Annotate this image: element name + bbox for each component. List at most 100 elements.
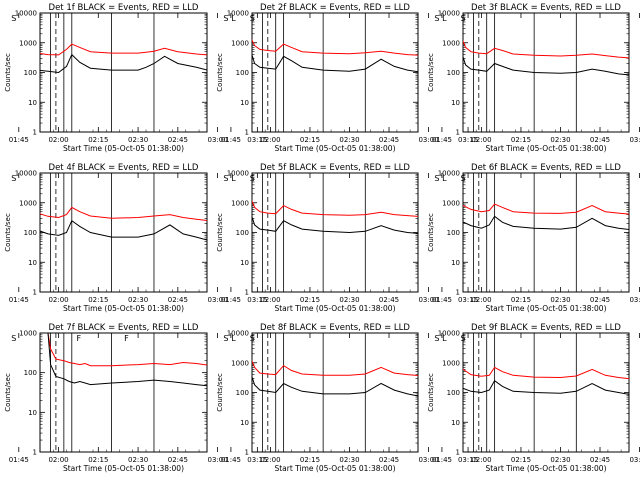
- chart-panel-3: Det 3f BLACK = Events, RED = LLD Counts/s…: [427, 3, 640, 153]
- x-axis-label: Start Time (05-Oct-05 01:38:00): [485, 464, 606, 473]
- x-axis-label: Start Time (05-Oct-05 01:38:00): [485, 144, 606, 153]
- y-tick-label: 10: [240, 259, 249, 267]
- y-tick-label: 10000: [227, 170, 249, 178]
- y-tick-label: 10: [451, 259, 460, 267]
- y-tick-label: 10: [28, 259, 37, 267]
- y-tick-label: 1000: [442, 39, 460, 47]
- plot-frame: [251, 12, 419, 133]
- y-tick-label: 100: [447, 69, 460, 77]
- chart-title: Det 5f BLACK = Events, RED = LLD: [260, 163, 410, 173]
- y-tick-label: 1: [456, 129, 460, 137]
- series-line-events: [40, 219, 207, 241]
- y-tick-label: 1: [33, 289, 37, 297]
- corner-marker-label: S: [434, 14, 439, 23]
- y-axis-label: Counts/sec: [427, 213, 435, 252]
- x-tick-label: 03:15: [458, 296, 478, 304]
- corner-marker-label: S: [223, 14, 228, 23]
- x-tick-label: 02:30: [339, 296, 359, 304]
- series-line-lld: [40, 206, 207, 222]
- x-tick-label: 02:30: [550, 456, 570, 464]
- plot-frame: [251, 332, 419, 453]
- x-tick-label: 02:15: [88, 456, 108, 464]
- chart-title: Det 2f BLACK = Events, RED = LLD: [260, 3, 410, 13]
- corner-marker-label: S: [11, 14, 16, 23]
- chart-panel-4: Det 4f BLACK = Events, RED = LLD Counts/s…: [4, 163, 267, 313]
- chart-panel-8: Det 8f BLACK = Events, RED = LLD Counts/s…: [216, 323, 478, 473]
- x-axis-label: Start Time (05-Oct-05 01:38:00): [274, 304, 395, 313]
- plot-frame: [251, 172, 419, 293]
- x-tick-label: 02:15: [511, 136, 531, 144]
- x-tick-label: 02:45: [168, 296, 188, 304]
- y-axis-label: Counts/sec: [4, 213, 12, 252]
- series-line-lld: [40, 43, 207, 56]
- y-tick-label: 10: [240, 99, 249, 107]
- series-line-events: [463, 55, 629, 76]
- x-tick-label: 02:15: [511, 296, 531, 304]
- corner-marker-label: L: [231, 174, 236, 183]
- y-tick-label: 1000: [442, 359, 460, 367]
- x-tick-label: 02:45: [379, 136, 399, 144]
- x-tick-label: 02:30: [128, 296, 148, 304]
- y-tick-label: 1: [33, 129, 37, 137]
- y-tick-label: 100: [24, 229, 37, 237]
- plot-frame: [39, 12, 208, 133]
- corner-marker-label: F: [124, 334, 129, 343]
- chart-title: Det 8f BLACK = Events, RED = LLD: [260, 323, 410, 333]
- x-tick-label: 03:00: [629, 296, 640, 304]
- x-tick-label: 02:00: [48, 296, 68, 304]
- x-axis-label: Start Time (05-Oct-05 01:38:00): [63, 464, 184, 473]
- y-tick-label: 100: [236, 229, 249, 237]
- x-axis-label: Start Time (05-Oct-05 01:38:00): [63, 304, 184, 313]
- x-tick-label: 02:15: [300, 296, 320, 304]
- x-tick-label: 03:00: [629, 456, 640, 464]
- y-tick-label: 1: [456, 289, 460, 297]
- x-tick-label: 01:45: [9, 296, 29, 304]
- x-tick-label: 01:45: [221, 136, 241, 144]
- series-line-events: [252, 215, 418, 234]
- x-axis-label: Start Time (05-Oct-05 01:38:00): [274, 144, 395, 153]
- y-tick-label: 100: [24, 69, 37, 77]
- x-tick-label: 01:45: [432, 296, 452, 304]
- chart-panel-9: Det 9f BLACK = Events, RED = LLD Counts/s…: [427, 323, 640, 473]
- x-tick-label: 02:30: [550, 296, 570, 304]
- x-tick-label: 01:45: [432, 456, 452, 464]
- y-tick-label: 10000: [15, 10, 37, 18]
- x-tick-label: 02:00: [471, 136, 491, 144]
- y-axis-label: Counts/sec: [4, 373, 12, 412]
- x-tick-label: 03:15: [458, 136, 478, 144]
- chart-title: Det 4f BLACK = Events, RED = LLD: [49, 163, 199, 173]
- x-tick-label: 01:45: [9, 456, 29, 464]
- series-line-lld: [463, 39, 629, 59]
- corner-marker-label: L: [442, 174, 447, 183]
- corner-marker-label: S: [434, 174, 439, 183]
- x-tick-label: 02:00: [260, 296, 280, 304]
- plot-frame: [462, 172, 630, 293]
- y-tick-label: 10000: [227, 330, 249, 338]
- y-tick-label: 10000: [438, 10, 460, 18]
- x-tick-label: 01:45: [432, 136, 452, 144]
- y-tick-label: 1000: [231, 199, 249, 207]
- corner-marker-label: S: [434, 334, 439, 343]
- x-tick-label: 02:45: [379, 296, 399, 304]
- series-line-events: [463, 379, 629, 395]
- x-tick-label: 03:00: [208, 296, 228, 304]
- x-tick-label: 03:15: [458, 456, 478, 464]
- y-tick-label: 1: [456, 449, 460, 457]
- y-tick-label: 100: [447, 389, 460, 397]
- x-tick-label: 02:15: [300, 136, 320, 144]
- y-axis-label: Counts/sec: [216, 213, 224, 252]
- x-tick-label: 01:45: [221, 296, 241, 304]
- corner-marker-label: S: [223, 334, 228, 343]
- corner-marker-label: L: [231, 14, 236, 23]
- x-tick-label: 02:45: [379, 456, 399, 464]
- x-tick-label: 02:30: [128, 136, 148, 144]
- y-tick-label: 10: [28, 409, 37, 417]
- chart-title: Det 1f BLACK = Events, RED = LLD: [49, 3, 199, 13]
- x-tick-label: 02:45: [590, 456, 610, 464]
- series-line-lld: [463, 366, 629, 380]
- x-tick-label: 03:00: [208, 136, 228, 144]
- chart-title: Det 3f BLACK = Events, RED = LLD: [471, 3, 621, 13]
- series-line-lld: [252, 38, 418, 56]
- chart-panel-1: Det 1f BLACK = Events, RED = LLD Counts/s…: [4, 3, 267, 153]
- corner-marker-label: S: [11, 334, 16, 343]
